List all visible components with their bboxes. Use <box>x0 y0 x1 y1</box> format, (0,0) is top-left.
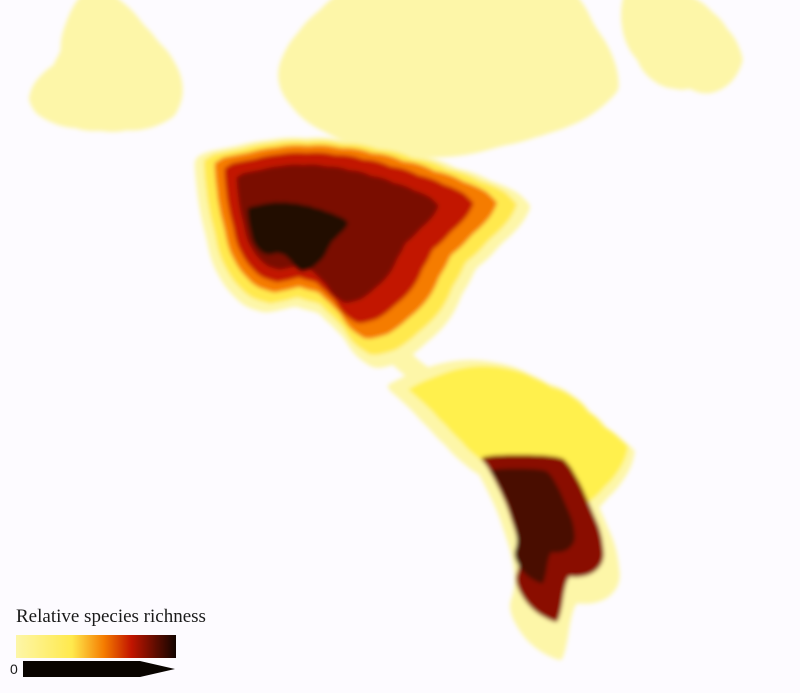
svg-text:Relative species richness: Relative species richness <box>16 606 206 627</box>
svg-text:0: 0 <box>10 661 18 677</box>
